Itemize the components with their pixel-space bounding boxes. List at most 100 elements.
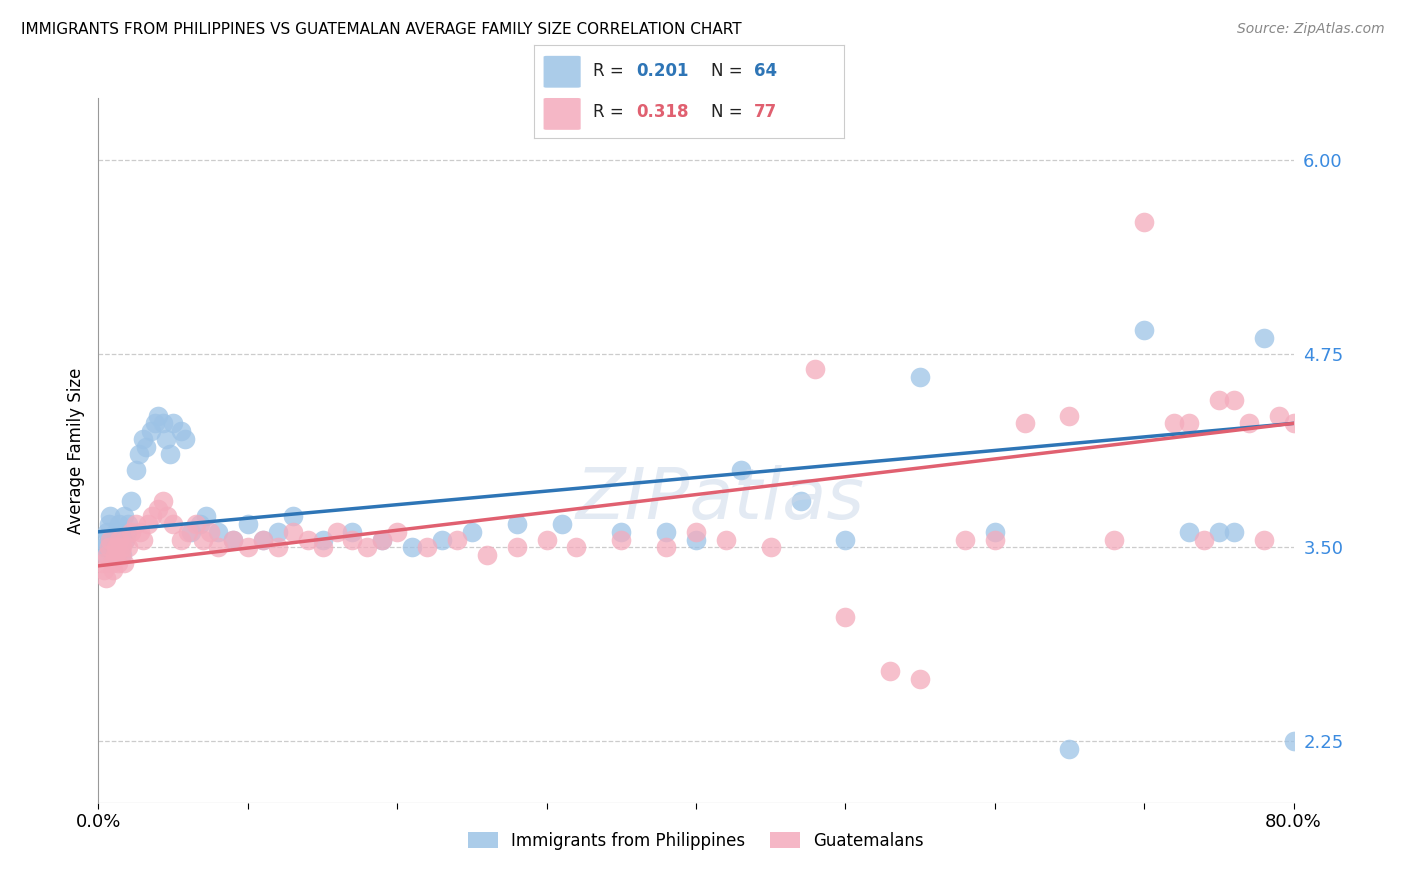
Point (252, 533, 274, 547)
Point (550, 516, 572, 531)
Point (96, 548, 118, 562)
Point (297, 533, 319, 547)
Point (1059, 409, 1081, 423)
Point (103, 541, 125, 555)
Point (356, 541, 378, 555)
Point (104, 548, 127, 562)
Point (110, 548, 132, 562)
Point (1223, 524, 1246, 539)
Point (169, 533, 191, 547)
Point (475, 548, 498, 562)
Point (342, 533, 364, 547)
Point (714, 533, 737, 547)
Point (91, 533, 114, 547)
Point (184, 516, 207, 531)
Point (114, 533, 136, 547)
Point (112, 556, 135, 570)
Text: ZIPatlas: ZIPatlas (575, 466, 865, 534)
FancyBboxPatch shape (544, 98, 581, 130)
Text: 0.318: 0.318 (637, 103, 689, 121)
Point (132, 533, 155, 547)
Point (311, 533, 333, 547)
Point (730, 463, 752, 477)
Point (416, 541, 439, 555)
Point (188, 516, 211, 531)
Point (236, 516, 259, 531)
Point (103, 564, 125, 578)
Point (180, 524, 202, 539)
Point (111, 541, 134, 555)
Point (177, 524, 200, 539)
Point (759, 541, 782, 555)
Point (371, 533, 394, 547)
Point (984, 524, 1007, 539)
Text: R =: R = (593, 103, 628, 121)
Point (685, 533, 707, 547)
Point (326, 524, 349, 539)
Point (685, 524, 707, 539)
Point (1104, 533, 1126, 547)
Point (195, 509, 218, 524)
Point (135, 440, 157, 454)
Point (97, 541, 120, 555)
Point (125, 516, 148, 531)
Point (281, 524, 304, 539)
Y-axis label: Average Family Size: Average Family Size (66, 368, 84, 533)
Point (536, 533, 558, 547)
Point (110, 541, 132, 555)
Point (162, 417, 184, 431)
Point (789, 493, 811, 508)
Point (342, 524, 364, 539)
Point (1163, 417, 1185, 431)
Point (461, 524, 484, 539)
Text: IMMIGRANTS FROM PHILIPPINES VS GUATEMALAN AVERAGE FAMILY SIZE CORRELATION CHART: IMMIGRANTS FROM PHILIPPINES VS GUATEMALA… (21, 22, 742, 37)
Point (1327, 571, 1350, 585)
Point (1192, 533, 1215, 547)
Point (97, 516, 120, 531)
Point (565, 541, 588, 555)
Point (108, 533, 131, 547)
Point (1178, 524, 1201, 539)
Point (108, 516, 131, 531)
Text: N =: N = (710, 103, 748, 121)
Text: R =: R = (593, 62, 628, 79)
Point (94, 571, 117, 585)
Point (105, 541, 128, 555)
Point (908, 370, 931, 384)
Point (111, 548, 134, 562)
Legend: Immigrants from Philippines, Guatemalans: Immigrants from Philippines, Guatemalans (460, 823, 932, 858)
Point (125, 463, 148, 477)
Point (252, 533, 274, 547)
Point (371, 533, 394, 547)
Point (101, 533, 124, 547)
Point (139, 424, 162, 438)
Point (953, 533, 976, 547)
FancyBboxPatch shape (544, 56, 581, 87)
Point (162, 516, 184, 531)
Point (129, 524, 152, 539)
Point (1223, 393, 1246, 408)
Point (834, 533, 856, 547)
Point (267, 541, 290, 555)
Point (117, 541, 139, 555)
Point (143, 417, 166, 431)
Point (1014, 417, 1036, 431)
Point (148, 501, 170, 516)
Point (117, 516, 139, 531)
Point (207, 524, 229, 539)
Point (1282, 734, 1305, 748)
Point (107, 556, 129, 570)
Point (159, 447, 181, 461)
Point (1133, 323, 1156, 337)
Point (506, 541, 529, 555)
Point (655, 541, 678, 555)
Point (879, 664, 901, 678)
Point (128, 447, 150, 461)
Point (1208, 393, 1230, 408)
Point (804, 362, 827, 376)
Text: N =: N = (710, 62, 748, 79)
Point (236, 541, 259, 555)
Point (1059, 741, 1081, 756)
Point (169, 424, 191, 438)
Point (222, 533, 245, 547)
